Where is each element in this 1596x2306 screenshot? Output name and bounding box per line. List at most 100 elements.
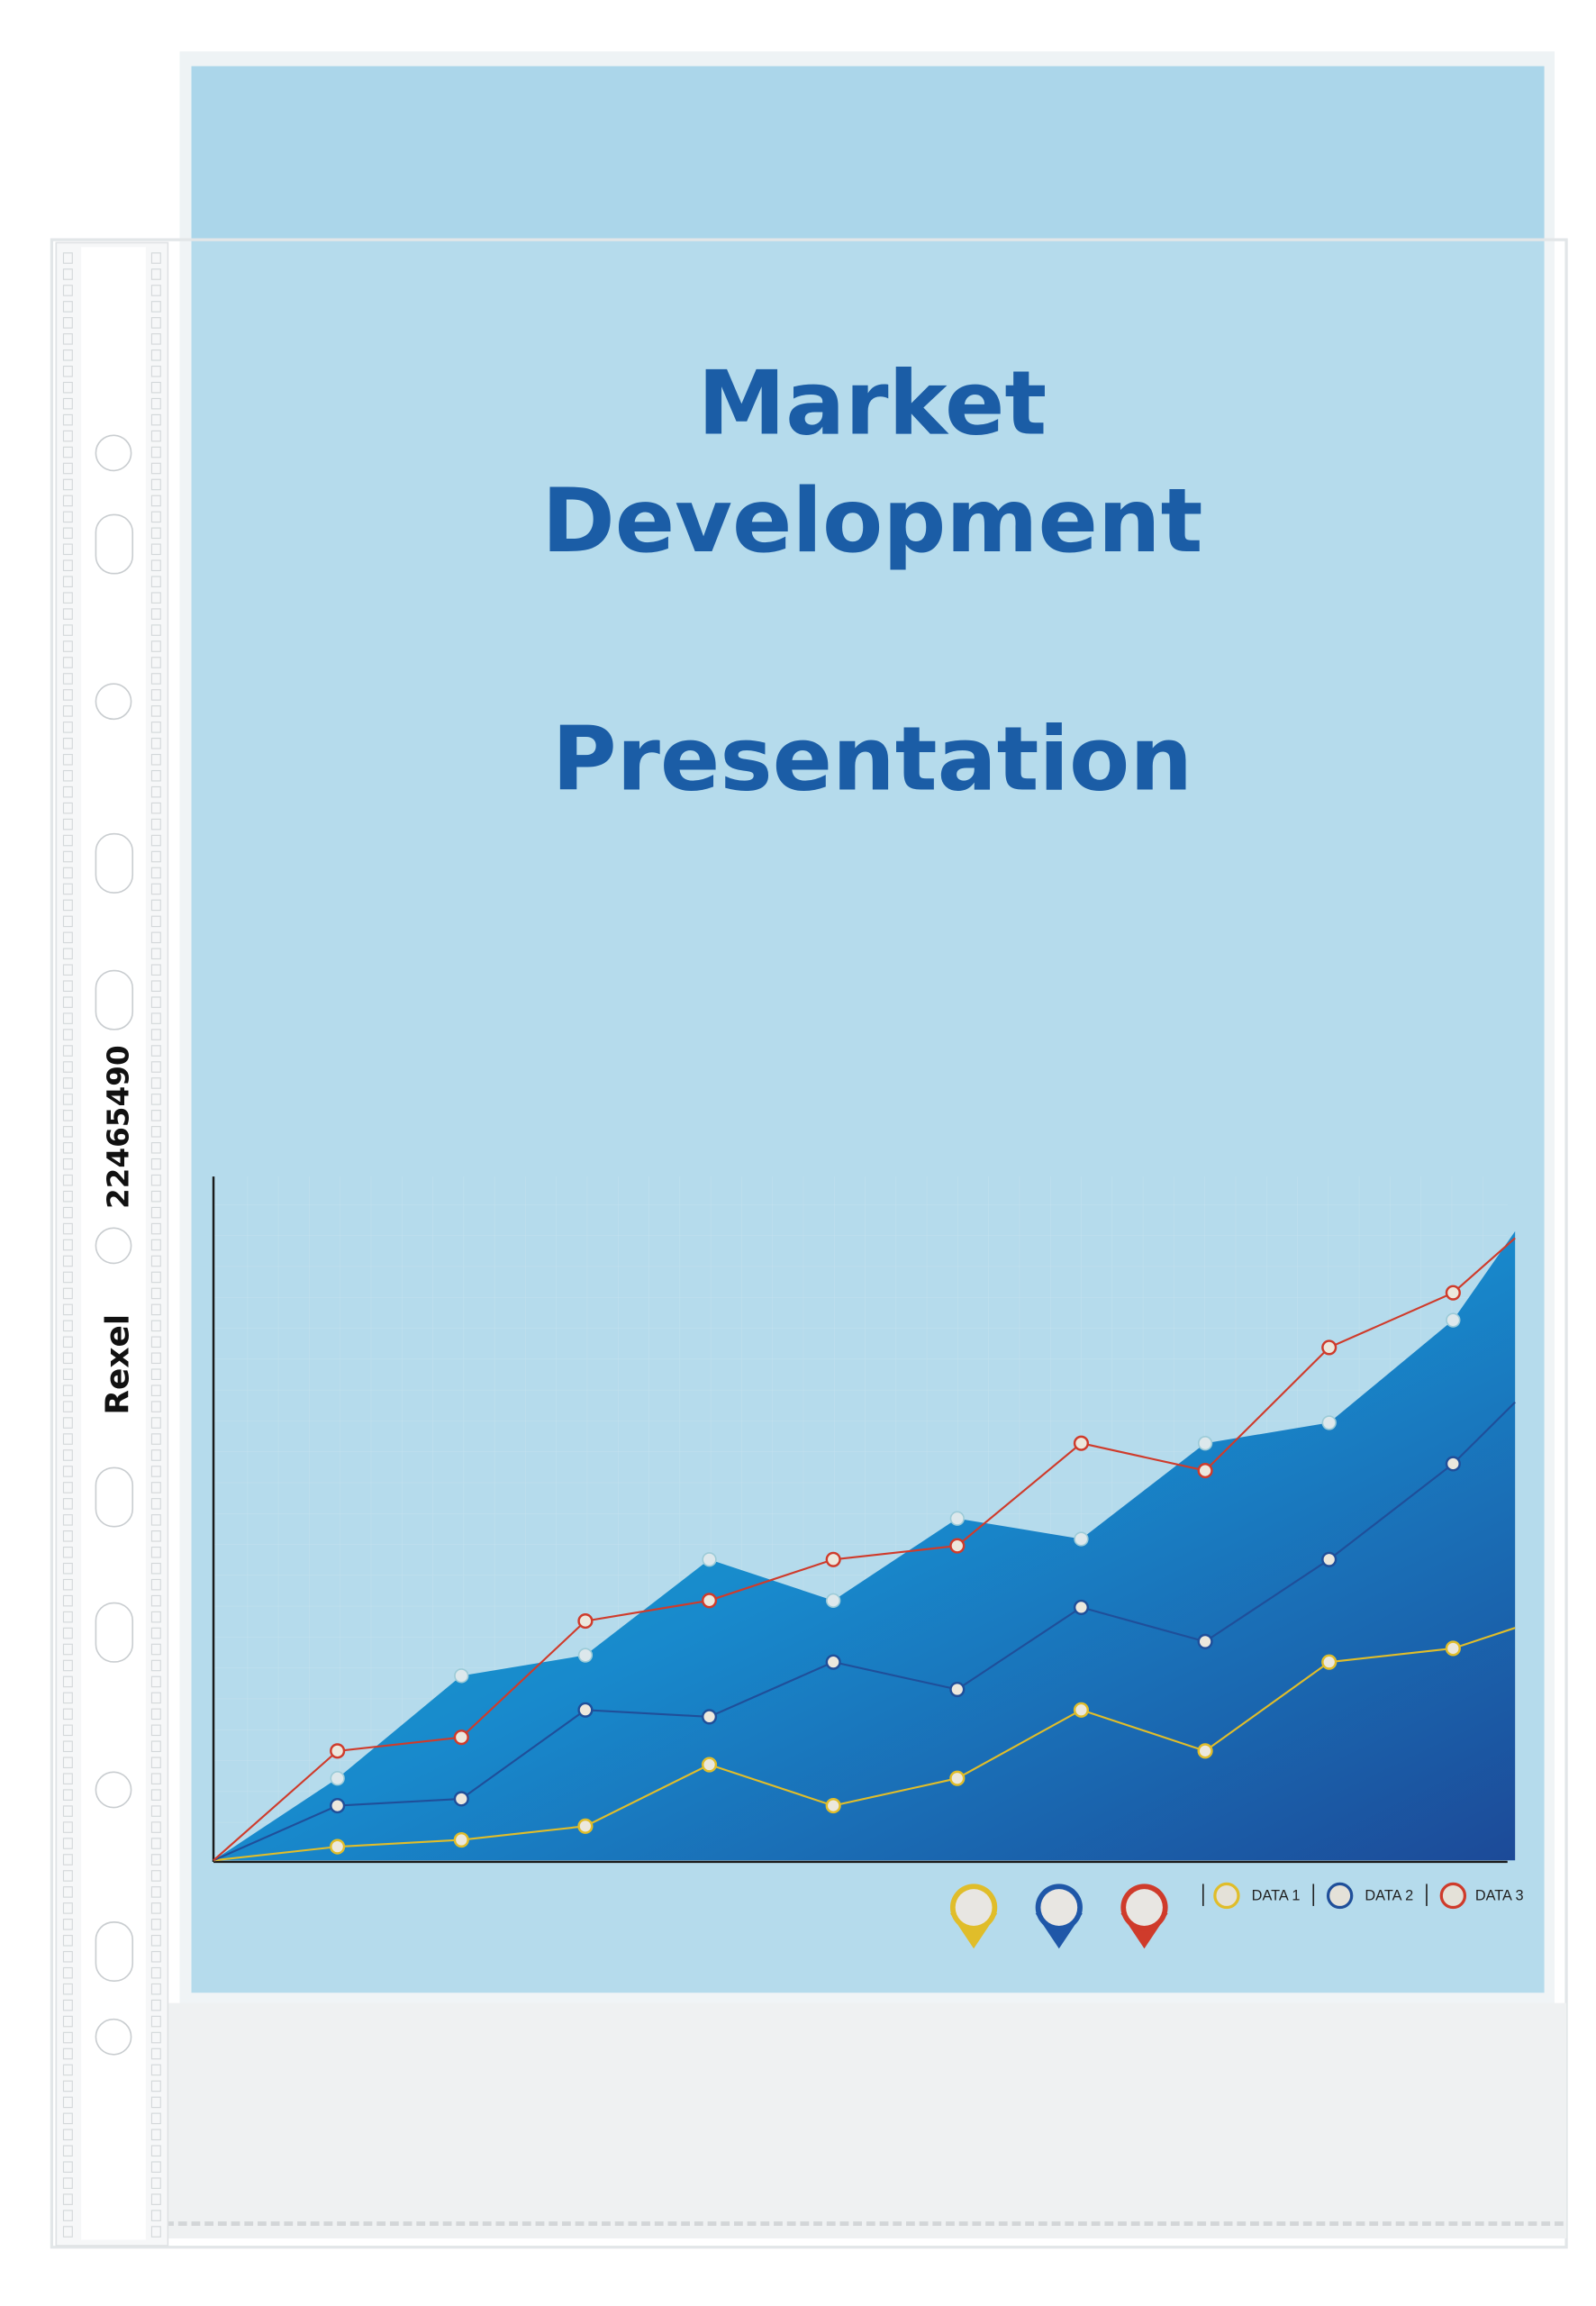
- strip-perforation: [150, 624, 161, 636]
- strip-perforation: [150, 1757, 161, 1769]
- data-point-data-2: [701, 1709, 718, 1725]
- legend-label-data-1: DATA 1: [1252, 1887, 1301, 1903]
- strip-perforation: [62, 802, 73, 814]
- strip-perforation: [62, 350, 73, 361]
- title-line-3: Presentation: [552, 709, 1192, 812]
- strip-perforation: [62, 268, 73, 280]
- strip-perforation: [150, 899, 161, 912]
- strip-perforation: [62, 689, 73, 701]
- legend-swatch-data-3: [1439, 1882, 1467, 1910]
- strip-perforation: [150, 1401, 161, 1412]
- series-line-data-3: [213, 1237, 1516, 1862]
- strip-perforation: [150, 478, 161, 491]
- strip-perforation: [62, 834, 73, 847]
- strip-perforation: [150, 689, 161, 701]
- strip-perforation: [150, 1287, 161, 1300]
- data-point-data-3: [949, 1538, 966, 1554]
- strip-perforation: [62, 1498, 73, 1510]
- strip-perforation: [62, 867, 73, 879]
- strip-perforation: [150, 1740, 161, 1753]
- strip-perforation: [150, 1449, 161, 1461]
- data-point-data-1: [330, 1838, 346, 1855]
- strip-perforation: [62, 252, 73, 264]
- punch-hole: [95, 1602, 134, 1663]
- strip-perforation: [62, 915, 73, 928]
- strip-perforation: [150, 640, 161, 652]
- strip-perforation: [62, 1530, 73, 1542]
- punch-hole: [95, 1466, 134, 1528]
- strip-perforation: [62, 640, 73, 652]
- strip-perforation: [150, 2080, 161, 2093]
- strip-perforation: [150, 980, 161, 992]
- strip-perforation: [62, 1740, 73, 1753]
- strip-perforation: [62, 2064, 73, 2076]
- strip-perforation: [150, 1805, 161, 1817]
- data-point-data-1: [825, 1798, 841, 1814]
- data-point-data-2: [825, 1654, 841, 1670]
- strip-perforation: [62, 1562, 73, 1575]
- strip-perforation: [62, 1466, 73, 1477]
- strip-perforation: [62, 495, 73, 507]
- strip-perforation: [62, 1870, 73, 1882]
- strip-perforation: [150, 2193, 161, 2205]
- strip-perforation: [62, 1757, 73, 1769]
- strip-perforation: [150, 657, 161, 668]
- strip-perforation: [150, 1320, 161, 1332]
- strip-perforation: [62, 1190, 73, 1203]
- area-point: [1446, 1312, 1461, 1328]
- strip-perforation: [150, 1417, 161, 1429]
- strip-perforation: [150, 1821, 161, 1833]
- strip-perforation: [62, 1303, 73, 1316]
- strip-perforation: [150, 446, 161, 458]
- strip-perforation: [62, 2096, 73, 2109]
- strip-perforation: [150, 1271, 161, 1284]
- strip-perforation: [150, 1514, 161, 1526]
- series-line-data-1: [213, 1627, 1516, 1862]
- strip-perforation: [150, 333, 161, 345]
- area-point: [454, 1668, 469, 1684]
- strip-perforation: [62, 1999, 73, 2011]
- strip-perforation: [150, 1999, 161, 2011]
- strip-perforation: [62, 2015, 73, 2028]
- area-point: [1074, 1531, 1089, 1547]
- strip-perforation: [150, 413, 161, 426]
- strip-perforation: [62, 2031, 73, 2044]
- data-point-data-2: [1073, 1599, 1090, 1615]
- strip-perforation: [62, 1077, 73, 1089]
- strip-perforation: [62, 1417, 73, 1429]
- strip-perforation: [62, 397, 73, 410]
- strip-perforation: [62, 1110, 73, 1121]
- strip-perforation: [62, 1950, 73, 1963]
- strip-perforation: [150, 252, 161, 264]
- strip-perforation: [62, 2145, 73, 2157]
- strip-perforation: [62, 1271, 73, 1284]
- strip-perforation: [150, 1222, 161, 1235]
- strip-perforation: [150, 2064, 161, 2076]
- strip-perforation: [150, 527, 161, 540]
- strip-perforation: [150, 1854, 161, 1866]
- strip-perforation: [150, 964, 161, 976]
- strip-perforation: [62, 673, 73, 685]
- strip-perforation: [150, 785, 161, 798]
- data-point-data-1: [701, 1757, 718, 1773]
- data-point-data-3: [825, 1551, 841, 1567]
- strip-perforation: [150, 1206, 161, 1219]
- strip-perforation: [62, 785, 73, 798]
- data-point-data-3: [701, 1593, 718, 1609]
- data-point-data-1: [1321, 1654, 1338, 1670]
- strip-perforation: [150, 1789, 161, 1801]
- strip-perforation: [62, 1045, 73, 1057]
- strip-perforation: [150, 559, 161, 572]
- area-point: [577, 1648, 594, 1663]
- strip-perforation: [150, 1935, 161, 1947]
- strip-perforation: [62, 2047, 73, 2060]
- legend-label-data-3: DATA 3: [1475, 1887, 1524, 1903]
- strip-perforation: [150, 1886, 161, 1898]
- strip-perforation: [150, 1239, 161, 1251]
- strip-perforation: [62, 1838, 73, 1849]
- strip-perforation: [62, 1983, 73, 1995]
- map-pin-icon: [1035, 1884, 1083, 1949]
- strip-perforation: [150, 1594, 161, 1607]
- strip-perforation: [62, 1012, 73, 1024]
- strip-perforation: [150, 1482, 161, 1493]
